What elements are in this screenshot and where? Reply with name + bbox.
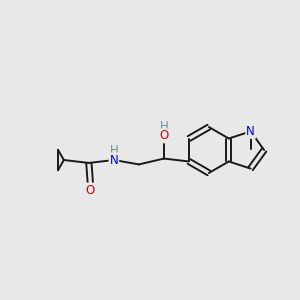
Text: H: H	[110, 144, 118, 157]
Text: N: N	[110, 154, 118, 166]
Text: O: O	[159, 129, 169, 142]
Text: H: H	[160, 120, 168, 133]
Text: O: O	[86, 184, 95, 196]
Text: N: N	[246, 125, 255, 138]
